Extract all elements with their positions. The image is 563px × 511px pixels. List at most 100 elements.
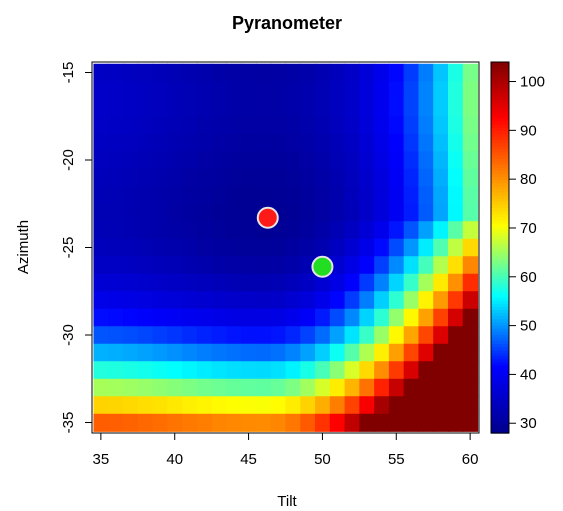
heatmap-cell — [255, 273, 272, 292]
heatmap-cell — [388, 308, 405, 327]
heatmap-cell — [196, 256, 213, 275]
colorbar-segment — [491, 185, 509, 190]
colorbar-tick-label: 90 — [520, 122, 537, 139]
heatmap-cell — [329, 151, 346, 170]
heatmap-cell — [123, 308, 139, 327]
colorbar-segment — [491, 232, 509, 236]
colorbar-segment — [491, 321, 509, 326]
heatmap-cell — [241, 98, 257, 117]
heatmap-cell — [359, 413, 375, 432]
colorbar-segment — [491, 346, 509, 351]
heatmap-cell — [359, 203, 375, 222]
heatmap-cell — [418, 221, 434, 240]
colorbar-segment — [491, 315, 509, 320]
heatmap-cell — [447, 413, 464, 432]
y-tick-label: -30 — [60, 324, 77, 346]
heatmap-cell — [137, 291, 154, 310]
colorbar-segment — [491, 340, 509, 345]
heatmap-cell — [196, 308, 213, 327]
heatmap-cell — [182, 361, 198, 380]
heatmap-cell — [418, 361, 434, 380]
heatmap-cell — [329, 361, 346, 380]
colorbar-segment — [491, 86, 509, 91]
heatmap-cell — [137, 378, 154, 397]
heatmap-cell — [196, 98, 213, 117]
heatmap-cell — [447, 291, 464, 310]
colorbar-segment — [491, 352, 509, 357]
colorbar-segment — [491, 145, 509, 150]
colorbar-segment — [491, 133, 509, 137]
heatmap-cell — [255, 63, 272, 82]
heatmap-cell — [270, 343, 287, 362]
colorbar-segment — [491, 290, 509, 295]
heatmap-cell — [182, 133, 198, 152]
heatmap-cell — [374, 133, 390, 152]
heatmap-cell — [285, 168, 301, 187]
heatmap-cell — [300, 308, 316, 327]
heatmap-cell — [123, 116, 139, 135]
heatmap-cell — [344, 133, 360, 152]
colorbar-segment — [491, 411, 509, 416]
heatmap-cell — [403, 413, 420, 432]
heatmap-cell — [211, 326, 228, 345]
heatmap-cell — [403, 151, 420, 170]
heatmap-cell — [167, 413, 183, 432]
colorbar-segment — [491, 83, 509, 88]
colorbar-segment — [491, 157, 509, 162]
heatmap-cell — [137, 256, 154, 275]
heatmap-cell — [211, 203, 228, 222]
heatmap-cell — [211, 98, 228, 117]
heatmap-cell — [433, 291, 449, 310]
heatmap-cell — [182, 221, 198, 240]
heatmap-cell — [93, 203, 109, 222]
heatmap-cell — [93, 396, 109, 415]
colorbar-segment — [491, 259, 509, 264]
heatmap-cell — [152, 168, 168, 187]
colorbar-segment — [491, 80, 509, 85]
heatmap-cell — [196, 168, 213, 187]
heatmap-cell — [388, 343, 405, 362]
heatmap-cell — [182, 168, 198, 187]
heatmap-cell — [137, 308, 154, 327]
heatmap-cell — [137, 203, 154, 222]
heatmap-cell — [137, 81, 154, 100]
heatmap-cell — [108, 221, 124, 240]
heatmap-cell — [285, 413, 301, 432]
heatmap-cell — [226, 98, 242, 117]
heatmap-cell — [344, 168, 360, 187]
heatmap-cell — [447, 326, 464, 345]
heatmap-cell — [300, 133, 316, 152]
colorbar-segment — [491, 204, 509, 209]
colorbar-segment — [491, 278, 509, 283]
heatmap-cell — [226, 308, 242, 327]
colorbar-segment — [491, 361, 509, 366]
colorbar-segment — [491, 296, 509, 301]
heatmap-cell — [433, 361, 449, 380]
colorbar-segment — [491, 303, 509, 307]
colorbar-segment — [491, 426, 509, 431]
colorbar-segment — [491, 62, 509, 66]
heatmap-cell — [255, 98, 272, 117]
heatmap-cell — [418, 63, 434, 82]
heatmap-cell — [374, 186, 390, 205]
heatmap-cell — [329, 396, 346, 415]
heatmap-cell — [270, 361, 287, 380]
heatmap-cell — [241, 273, 257, 292]
heatmap-cell — [433, 151, 449, 170]
heatmap-cell — [344, 81, 360, 100]
heatmap-cell — [329, 98, 346, 117]
heatmap-cell — [300, 291, 316, 310]
heatmap-cell — [329, 221, 346, 240]
colorbar-tick-label: 50 — [520, 318, 537, 335]
colorbar-segment — [491, 142, 509, 147]
heatmap-cell — [418, 133, 434, 152]
heatmap-cell — [359, 186, 375, 205]
heatmap-cell — [388, 98, 405, 117]
heatmap-cell — [196, 273, 213, 292]
heatmap-cell — [403, 378, 420, 397]
heatmap-cell — [418, 326, 434, 345]
heatmap-cell — [315, 361, 331, 380]
heatmap-cell — [344, 151, 360, 170]
heatmap-cell — [108, 203, 124, 222]
heatmap-cell — [196, 81, 213, 100]
